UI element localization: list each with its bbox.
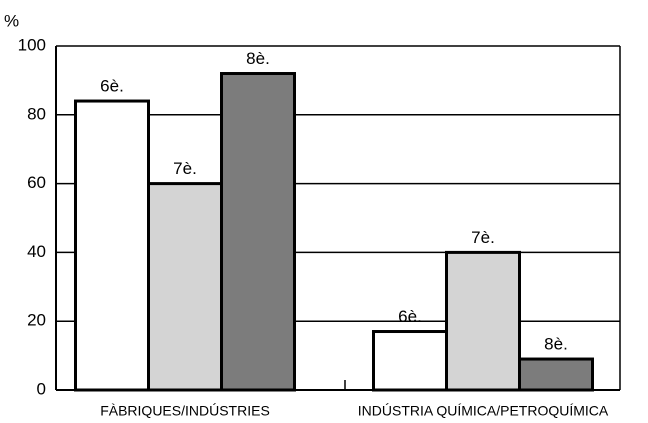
bar [518,357,594,392]
bar [372,330,448,392]
y-tick-label: 60 [27,173,46,192]
bar [445,250,521,392]
bar-label: 6è. [100,77,124,96]
bar [74,99,150,392]
y-tick-label: 0 [37,379,46,398]
bar-label: 8è. [246,49,270,68]
y-tick-label: 20 [27,311,46,330]
y-axis-label: % [4,11,19,30]
bar-label: 7è. [471,228,495,247]
bar-label: 6è. [398,307,422,326]
y-tick-label: 80 [27,104,46,123]
bar [220,72,296,392]
bar-label: 8è. [544,335,568,354]
y-tick-label: 100 [18,35,46,54]
y-tick-label: 40 [27,242,46,261]
bar [147,182,223,392]
bar-label: 7è. [173,159,197,178]
x-tick-label: INDÚSTRIA QUÍMICA/PETROQUÍMICA [358,403,609,419]
x-tick-label: FÀBRIQUES/INDÚSTRIES [100,403,270,419]
